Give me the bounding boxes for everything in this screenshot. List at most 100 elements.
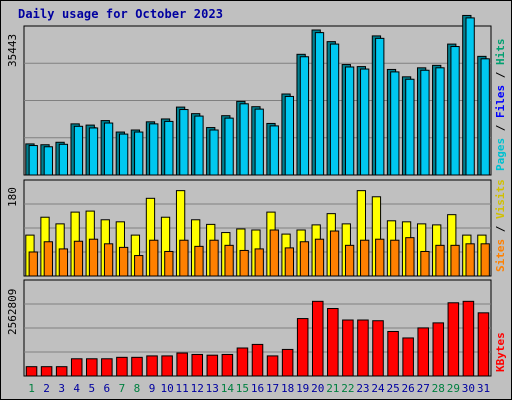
bar-kbytes-day-25 — [387, 330, 399, 377]
bar-files-day-4 — [73, 125, 84, 176]
bar-files-day-14 — [224, 117, 234, 176]
bar-sites-day-11 — [179, 239, 189, 277]
bar-kbytes-day-31 — [477, 312, 490, 377]
x-tick-label-day-15: 15 — [236, 382, 249, 395]
bar-files-day-17 — [269, 125, 279, 176]
bar-kbytes-day-22 — [342, 319, 354, 377]
bar-kbytes-day-12 — [191, 353, 204, 377]
bar-sites-day-28 — [435, 244, 445, 277]
bar-files-day-12 — [194, 115, 204, 176]
bar-kbytes-day-26 — [402, 337, 414, 377]
x-tick-label-day-18: 18 — [281, 382, 294, 395]
bar-kbytes-day-10 — [161, 355, 173, 377]
bar-files-day-9 — [149, 123, 159, 176]
bar-sites-day-30 — [465, 243, 475, 277]
bar-files-day-6 — [103, 122, 114, 176]
bar-kbytes-day-21 — [327, 308, 339, 377]
bar-files-day-3 — [58, 143, 69, 176]
bar-files-day-22 — [344, 66, 355, 176]
bar-files-day-23 — [360, 68, 370, 176]
bar-sites-day-26 — [405, 237, 415, 277]
x-tick-label-day-20: 20 — [311, 382, 324, 395]
bar-sites-day-27 — [420, 250, 430, 277]
x-tick-label-day-23: 23 — [356, 382, 369, 395]
legend-part: Sites — [494, 238, 507, 272]
bar-sites-day-22 — [344, 244, 355, 277]
x-tick-label-day-10: 10 — [160, 382, 173, 395]
panel-hits-pages-files-max-label: 35443 — [6, 33, 19, 67]
bar-files-day-27 — [420, 69, 430, 176]
bar-kbytes-day-5 — [86, 358, 98, 377]
legend-part: Files — [494, 84, 507, 118]
bar-files-day-29 — [450, 46, 460, 176]
bar-files-day-1 — [28, 145, 38, 176]
bar-sites-day-9 — [149, 239, 159, 277]
bar-files-day-15 — [239, 103, 249, 176]
x-tick-label-day-26: 26 — [402, 382, 415, 395]
bar-kbytes-day-16 — [251, 343, 264, 377]
bar-sites-day-13 — [209, 239, 219, 277]
x-tick-label-day-22: 22 — [341, 382, 354, 395]
bar-kbytes-day-14 — [221, 353, 234, 377]
x-tick-label-day-1: 1 — [28, 382, 35, 395]
x-tick-label-day-28: 28 — [432, 382, 445, 395]
panel-kbytes-max-label: 2562809 — [6, 288, 19, 335]
bar-kbytes-day-2 — [40, 366, 53, 377]
bar-files-day-2 — [43, 146, 53, 176]
bar-files-day-21 — [329, 43, 340, 176]
bar-files-day-26 — [405, 78, 415, 176]
bar-sites-day-1 — [28, 251, 38, 277]
bar-sites-day-19 — [299, 241, 310, 277]
bar-kbytes-day-27 — [417, 327, 429, 377]
legend-part: / — [494, 118, 507, 138]
x-tick-label-day-31: 31 — [477, 382, 490, 395]
bar-sites-day-25 — [390, 239, 400, 277]
bar-sites-day-8 — [134, 255, 144, 277]
bar-sites-day-24 — [375, 238, 385, 277]
bar-kbytes-day-29 — [447, 302, 460, 377]
x-tick-label-day-2: 2 — [43, 382, 50, 395]
legend-part: / — [494, 65, 507, 85]
x-tick-label-day-30: 30 — [462, 382, 475, 395]
legend-part: KBytes — [494, 332, 507, 372]
bar-sites-day-23 — [360, 239, 370, 277]
bar-kbytes-day-28 — [432, 322, 445, 377]
panel-visits-sites-legend: Sites / Visits — [494, 179, 507, 272]
bar-files-day-8 — [134, 131, 144, 176]
bar-files-day-31 — [480, 58, 490, 176]
bar-sites-day-6 — [103, 243, 114, 277]
x-tick-label-day-5: 5 — [88, 382, 95, 395]
bar-kbytes-day-7 — [116, 356, 128, 377]
panel-visits-sites-max-label: 180 — [6, 187, 19, 207]
x-tick-label-day-13: 13 — [206, 382, 219, 395]
bar-kbytes-day-11 — [176, 352, 188, 377]
x-tick-label-day-11: 11 — [176, 382, 189, 395]
bar-kbytes-day-20 — [311, 300, 324, 377]
bar-sites-day-16 — [254, 248, 264, 277]
bar-files-day-10 — [164, 120, 174, 176]
bar-files-day-28 — [435, 67, 445, 176]
bar-kbytes-day-9 — [146, 355, 158, 377]
bar-kbytes-day-19 — [296, 318, 309, 377]
x-tick-label-day-27: 27 — [417, 382, 430, 395]
x-tick-label-day-16: 16 — [251, 382, 264, 395]
bar-sites-day-31 — [480, 243, 490, 277]
bar-files-day-16 — [254, 108, 264, 176]
bar-sites-day-29 — [450, 244, 460, 277]
bar-files-day-13 — [209, 129, 219, 176]
x-tick-label-day-19: 19 — [296, 382, 309, 395]
x-tick-label-day-4: 4 — [73, 382, 80, 395]
bar-kbytes-day-6 — [101, 358, 113, 377]
x-tick-label-day-17: 17 — [266, 382, 279, 395]
x-tick-label-day-21: 21 — [326, 382, 339, 395]
bar-sites-day-14 — [224, 244, 234, 277]
bar-kbytes-day-13 — [206, 354, 219, 377]
bar-sites-day-5 — [88, 238, 99, 277]
bar-files-day-19 — [299, 56, 310, 176]
bar-files-day-24 — [375, 37, 385, 176]
bar-kbytes-day-1 — [25, 366, 38, 377]
bar-kbytes-day-17 — [266, 355, 279, 377]
bar-kbytes-day-18 — [281, 348, 294, 377]
bar-files-day-20 — [314, 32, 325, 176]
